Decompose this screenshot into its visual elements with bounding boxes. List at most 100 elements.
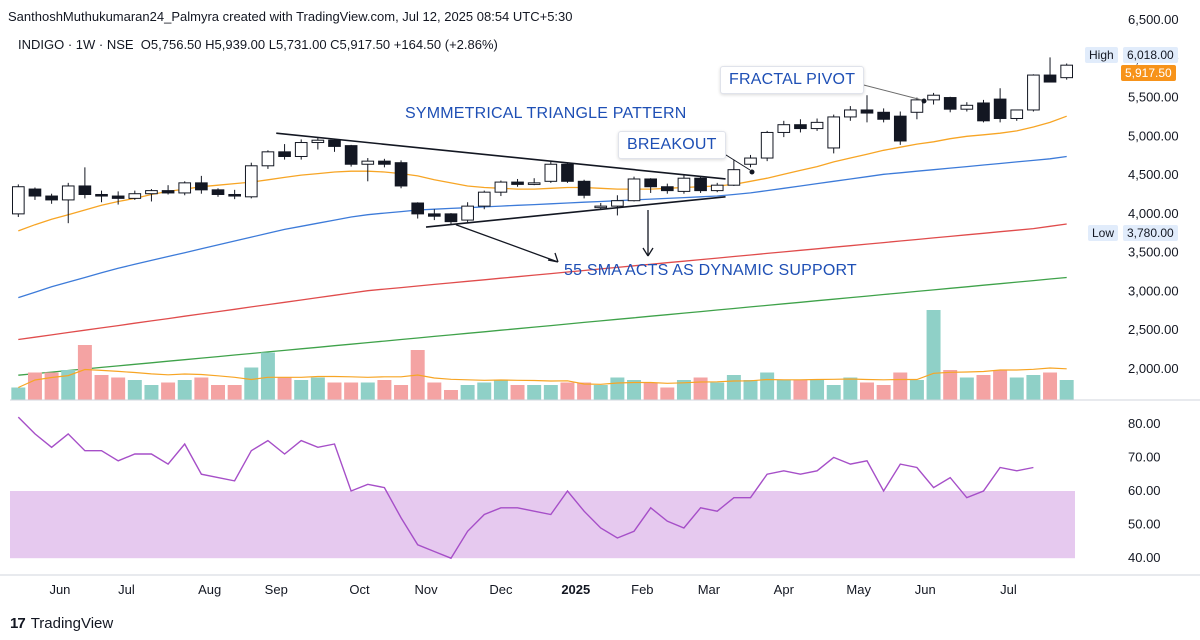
fractal-dot [921, 98, 927, 104]
candles [11, 57, 1074, 224]
time-tick-label: Jul [1000, 582, 1017, 597]
high-label: High [1085, 47, 1118, 63]
trendline-drawings [276, 81, 927, 263]
volume-bar [443, 390, 458, 400]
volume-bar [943, 370, 958, 400]
sma20-line [18, 115, 1067, 232]
candle-body [594, 205, 608, 209]
candle-body [1060, 64, 1074, 79]
candle-body [844, 109, 857, 118]
volume-bar [44, 372, 59, 400]
rsi-band [10, 491, 1075, 559]
price-tick-label: 5,000.00 [1128, 128, 1179, 143]
volume-bar [560, 382, 575, 400]
candle-body [1010, 109, 1024, 119]
footer-brand: 17 TradingView [10, 615, 113, 632]
volume-bar [527, 385, 542, 400]
time-tick-label: Jun [915, 582, 936, 597]
volume-bar [294, 380, 309, 400]
candle-body [378, 160, 391, 165]
volume-bar [693, 377, 708, 400]
candle-body [777, 124, 791, 133]
volume-bar [460, 385, 475, 400]
time-tick-label: Jul [118, 582, 135, 597]
candle-body [61, 185, 75, 201]
price-tick-label: 4,000.00 [1128, 206, 1179, 221]
rsi-tick-label: 60.00 [1128, 483, 1161, 498]
low-value: 3,780.00 [1123, 225, 1178, 241]
volume-bar [976, 375, 991, 400]
candle-body [128, 193, 142, 199]
volume-bar [959, 377, 974, 400]
tradingview-logo-icon: 17 [10, 615, 26, 632]
rsi-path [17, 416, 1034, 560]
candle-body [910, 99, 924, 113]
volume-bar [810, 380, 825, 400]
price-tick-label: 2,500.00 [1128, 322, 1179, 337]
candle-body [178, 182, 192, 194]
candle-body [794, 124, 807, 130]
symbol-info[interactable]: INDIGO · 1W · NSE [18, 37, 134, 52]
candle-body [494, 181, 508, 193]
volume-bar [593, 385, 608, 400]
candle-body [544, 163, 558, 182]
volume-bar [993, 370, 1008, 400]
candle-body [328, 139, 341, 147]
candle-body [411, 202, 425, 215]
candle-body [261, 151, 275, 167]
candle-body [810, 121, 824, 130]
volume-bar [493, 380, 508, 400]
low-label: Low [1088, 225, 1119, 241]
candle-body [1027, 74, 1040, 111]
volume-bar [477, 382, 492, 400]
rsi-line [17, 416, 1034, 560]
volume-bar [926, 310, 941, 400]
ohlc-values: O5,756.50 H5,939.00 L5,731.00 C5,917.50 … [140, 37, 498, 52]
volume-bar [843, 377, 858, 400]
volume-bar [1043, 372, 1058, 400]
candle-body [1043, 74, 1057, 83]
time-tick-label: Oct [349, 582, 370, 597]
volume-bar [161, 382, 176, 400]
candle-body [660, 186, 674, 192]
volume-bar [360, 382, 375, 400]
candle-body [394, 162, 408, 187]
rsi-tick-label: 70.00 [1128, 449, 1161, 464]
triangle-lower-trendline [425, 196, 726, 228]
time-tick-label: Aug [198, 582, 221, 597]
volume-bar [826, 385, 841, 400]
price-tick-label: 6,500.00 [1128, 12, 1179, 27]
time-tick-label: 2025 [561, 582, 590, 597]
volume-bar [11, 387, 26, 400]
price-tick-label: 4,500.00 [1128, 167, 1179, 182]
candle-body [195, 182, 208, 191]
time-tick-label: Jun [49, 582, 70, 597]
volume-bar [61, 370, 76, 400]
volume-bar [793, 380, 808, 400]
candle-body [827, 116, 841, 149]
candle-body [627, 178, 641, 202]
candle-body [644, 178, 657, 188]
volume-bar [776, 380, 791, 400]
candle-body [477, 191, 491, 207]
price-tick-label: 2,000.00 [1128, 361, 1179, 376]
time-tick-label: Sep [265, 582, 288, 597]
volume-bar [194, 377, 209, 400]
volume-bar [893, 372, 908, 400]
candle-body [744, 157, 757, 165]
volume-bar [610, 377, 625, 400]
candle-body [860, 109, 874, 114]
volume-bar [510, 385, 525, 400]
candle-body [710, 184, 724, 192]
candle-body [361, 160, 375, 165]
candle-body [927, 94, 940, 101]
candle-body [428, 213, 441, 217]
candle-body [278, 151, 291, 157]
candle-body [727, 169, 741, 186]
candle-body [244, 165, 258, 198]
volume-bar [860, 382, 874, 400]
symbol-line: INDIGO · 1W · NSE O5,756.50 H5,939.00 L5… [18, 37, 498, 52]
candle-body [161, 190, 175, 194]
sma-support-annotation: 55 SMA ACTS AS DYNAMIC SUPPORT [564, 262, 857, 279]
